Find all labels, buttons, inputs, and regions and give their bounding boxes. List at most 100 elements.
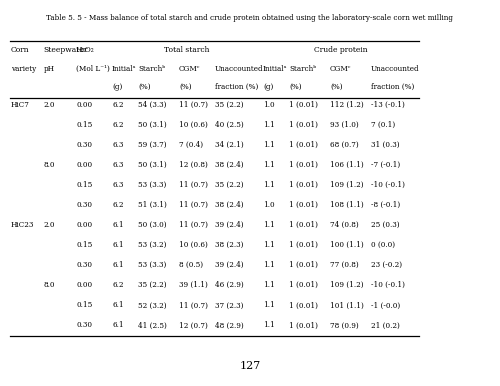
- Text: 1.1: 1.1: [263, 322, 275, 330]
- Text: 39 (2.4): 39 (2.4): [215, 221, 244, 229]
- Text: 1 (0.01): 1 (0.01): [289, 221, 318, 229]
- Text: (g): (g): [263, 83, 274, 91]
- Text: 8 (0.5): 8 (0.5): [179, 261, 203, 269]
- Text: -10 (-0.1): -10 (-0.1): [371, 181, 405, 189]
- Text: -10 (-0.1): -10 (-0.1): [371, 281, 405, 290]
- Text: 0.15: 0.15: [76, 301, 92, 310]
- Text: HiC7: HiC7: [11, 101, 30, 109]
- Text: 53 (3.3): 53 (3.3): [138, 181, 166, 189]
- Text: Crude protein: Crude protein: [314, 46, 368, 54]
- Text: H₂O₂: H₂O₂: [76, 46, 95, 54]
- Text: 21 (0.2): 21 (0.2): [371, 322, 400, 330]
- Text: 39 (1.1): 39 (1.1): [179, 281, 208, 290]
- Text: 1.1: 1.1: [263, 261, 275, 269]
- Text: 1 (0.01): 1 (0.01): [289, 261, 318, 269]
- Text: 0.00: 0.00: [76, 221, 92, 229]
- Text: variety: variety: [11, 65, 36, 73]
- Text: Unaccounted: Unaccounted: [371, 65, 420, 73]
- Text: 1 (0.01): 1 (0.01): [289, 322, 318, 330]
- Text: 38 (2.3): 38 (2.3): [215, 241, 244, 249]
- Text: 1.1: 1.1: [263, 121, 275, 129]
- Text: 1 (0.01): 1 (0.01): [289, 161, 318, 169]
- Text: -1 (-0.0): -1 (-0.0): [371, 301, 400, 310]
- Text: 1 (0.01): 1 (0.01): [289, 121, 318, 129]
- Text: 78 (0.9): 78 (0.9): [330, 322, 359, 330]
- Text: 50 (3.1): 50 (3.1): [138, 161, 167, 169]
- Text: 50 (3.0): 50 (3.0): [138, 221, 166, 229]
- Text: (%): (%): [138, 83, 150, 91]
- Text: 38 (2.4): 38 (2.4): [215, 201, 244, 209]
- Text: 1 (0.01): 1 (0.01): [289, 101, 318, 109]
- Text: 7 (0.1): 7 (0.1): [371, 121, 395, 129]
- Text: Initialᵃ: Initialᵃ: [263, 65, 287, 73]
- Text: 53 (3.3): 53 (3.3): [138, 261, 166, 269]
- Text: 11 (0.7): 11 (0.7): [179, 101, 208, 109]
- Text: 1 (0.01): 1 (0.01): [289, 181, 318, 189]
- Text: 101 (1.1): 101 (1.1): [330, 301, 364, 310]
- Text: 0.30: 0.30: [76, 322, 92, 330]
- Text: 6.3: 6.3: [112, 141, 124, 149]
- Text: 109 (1.2): 109 (1.2): [330, 181, 364, 189]
- Text: -8 (-0.1): -8 (-0.1): [371, 201, 400, 209]
- Text: 54 (3.3): 54 (3.3): [138, 101, 166, 109]
- Text: fraction (%): fraction (%): [215, 83, 258, 91]
- Text: HiC23: HiC23: [11, 221, 34, 229]
- Text: 1.1: 1.1: [263, 141, 275, 149]
- Text: 46 (2.9): 46 (2.9): [215, 281, 244, 290]
- Text: 6.2: 6.2: [112, 201, 124, 209]
- Text: 11 (0.7): 11 (0.7): [179, 201, 208, 209]
- Text: 31 (0.3): 31 (0.3): [371, 141, 400, 149]
- Text: (%): (%): [289, 83, 302, 91]
- Text: Unaccounted: Unaccounted: [215, 65, 264, 73]
- Text: 6.2: 6.2: [112, 121, 124, 129]
- Text: 1 (0.01): 1 (0.01): [289, 301, 318, 310]
- Text: 1 (0.01): 1 (0.01): [289, 241, 318, 249]
- Text: 10 (0.6): 10 (0.6): [179, 121, 208, 129]
- Text: 35 (2.2): 35 (2.2): [138, 281, 166, 290]
- Text: 23 (-0.2): 23 (-0.2): [371, 261, 402, 269]
- Text: 1.1: 1.1: [263, 281, 275, 290]
- Text: -13 (-0.1): -13 (-0.1): [371, 101, 405, 109]
- Text: 77 (0.8): 77 (0.8): [330, 261, 359, 269]
- Text: 1.1: 1.1: [263, 221, 275, 229]
- Text: 1.1: 1.1: [263, 241, 275, 249]
- Text: Steepwater: Steepwater: [44, 46, 88, 54]
- Text: 40 (2.5): 40 (2.5): [215, 121, 244, 129]
- Text: 0 (0.0): 0 (0.0): [371, 241, 395, 249]
- Text: 0.00: 0.00: [76, 101, 92, 109]
- Text: 25 (0.3): 25 (0.3): [371, 221, 400, 229]
- Text: Initialᵃ: Initialᵃ: [112, 65, 136, 73]
- Text: 48 (2.9): 48 (2.9): [215, 322, 244, 330]
- Text: 41 (2.5): 41 (2.5): [138, 322, 167, 330]
- Text: (%): (%): [330, 83, 342, 91]
- Text: 0.15: 0.15: [76, 241, 92, 249]
- Text: 0.00: 0.00: [76, 281, 92, 290]
- Text: 12 (0.7): 12 (0.7): [179, 322, 208, 330]
- Text: 11 (0.7): 11 (0.7): [179, 181, 208, 189]
- Text: 2.0: 2.0: [44, 221, 55, 229]
- Text: 6.3: 6.3: [112, 161, 124, 169]
- Text: 52 (3.2): 52 (3.2): [138, 301, 166, 310]
- Text: Corn: Corn: [11, 46, 30, 54]
- Text: 35 (2.2): 35 (2.2): [215, 181, 244, 189]
- Text: (Mol L⁻¹): (Mol L⁻¹): [76, 65, 110, 73]
- Text: 1 (0.01): 1 (0.01): [289, 281, 318, 290]
- Text: 59 (3.7): 59 (3.7): [138, 141, 166, 149]
- Text: pH: pH: [44, 65, 54, 73]
- Text: 10 (0.6): 10 (0.6): [179, 241, 208, 249]
- Text: 0.15: 0.15: [76, 181, 92, 189]
- Text: 39 (2.4): 39 (2.4): [215, 261, 244, 269]
- Text: 2.0: 2.0: [44, 101, 55, 109]
- Text: Table 5. 5 - Mass balance of total starch and crude protein obtained using the l: Table 5. 5 - Mass balance of total starc…: [46, 14, 454, 22]
- Text: 12 (0.8): 12 (0.8): [179, 161, 208, 169]
- Text: CGMᶜ: CGMᶜ: [179, 65, 201, 73]
- Text: fraction (%): fraction (%): [371, 83, 414, 91]
- Text: Total starch: Total starch: [164, 46, 209, 54]
- Text: 7 (0.4): 7 (0.4): [179, 141, 203, 149]
- Text: 1.0: 1.0: [263, 101, 274, 109]
- Text: 127: 127: [240, 361, 260, 371]
- Text: -7 (-0.1): -7 (-0.1): [371, 161, 400, 169]
- Text: 1.1: 1.1: [263, 181, 275, 189]
- Text: 6.1: 6.1: [112, 241, 124, 249]
- Text: 1.0: 1.0: [263, 201, 274, 209]
